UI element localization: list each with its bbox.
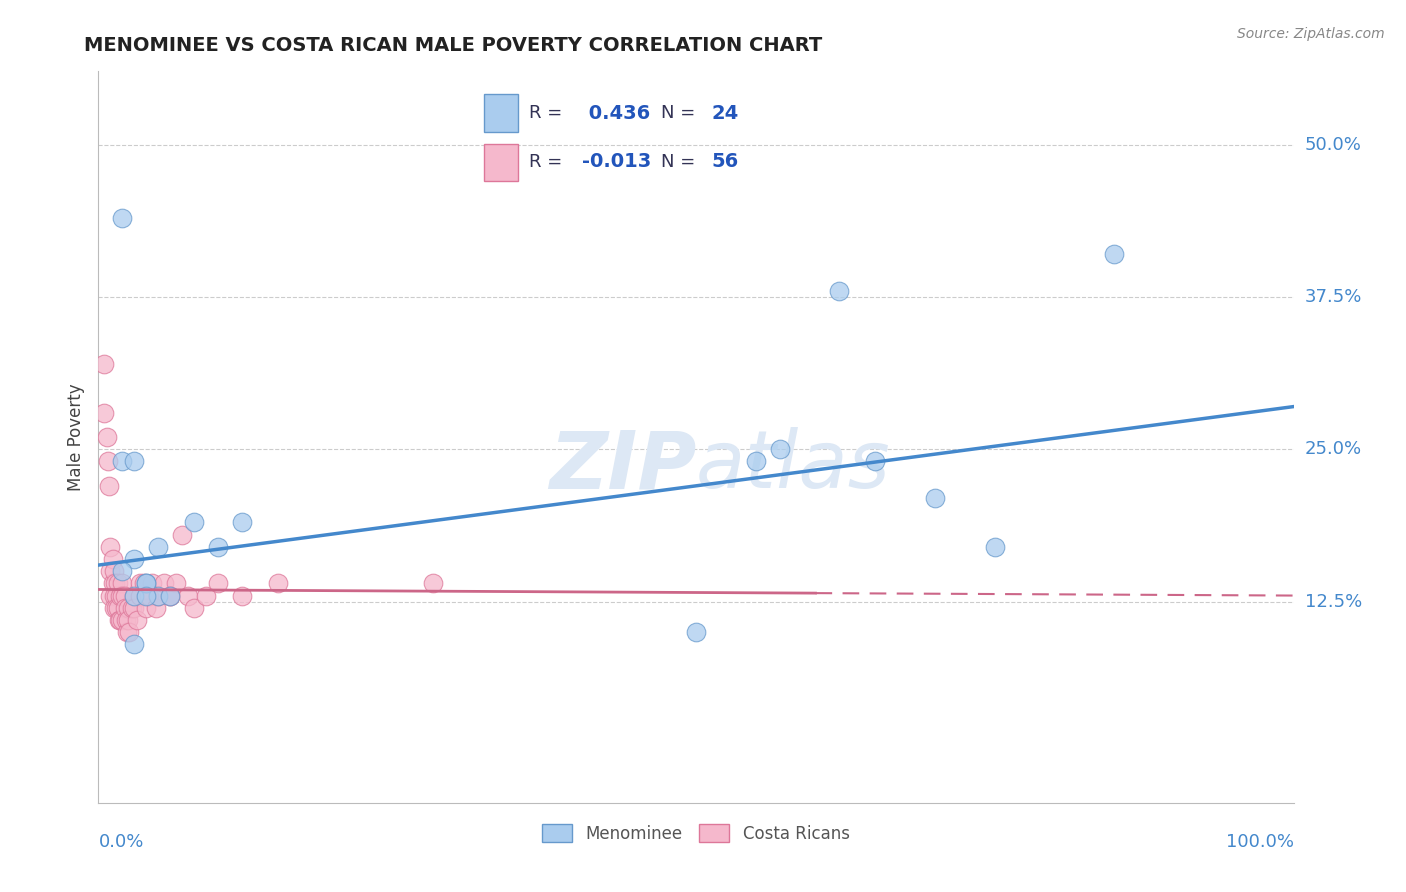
Point [115,613,138,627]
Point [148,589,170,603]
Point [105,589,128,603]
Point [159,589,181,603]
Point [828,284,851,298]
Point [685,625,707,640]
Point [93,357,115,371]
Point [129,589,152,603]
Point [111,613,134,627]
Point [132,576,155,591]
Point [107,613,129,627]
Point [101,576,124,591]
Point [107,576,129,591]
Text: 0.0%: 0.0% [98,833,143,851]
Point [984,540,1007,554]
Point [124,589,146,603]
Text: 25.0%: 25.0% [1305,441,1362,458]
Point [125,613,148,627]
Point [103,564,125,578]
Point [124,552,146,566]
Point [98,479,121,493]
Point [207,540,229,554]
Point [135,589,157,603]
Point [117,613,139,627]
Point [121,600,143,615]
Point [93,406,115,420]
Point [159,589,181,603]
Point [165,576,187,591]
Point [207,576,229,591]
Point [924,491,946,505]
Point [103,589,125,603]
Point [195,589,218,603]
Text: 12.5%: 12.5% [1305,592,1362,611]
Point [231,516,253,530]
Point [183,600,205,615]
Point [159,589,181,603]
Point [114,600,136,615]
Point [111,576,134,591]
Point [231,589,253,603]
Point [117,600,139,615]
Text: MENOMINEE VS COSTA RICAN MALE POVERTY CORRELATION CHART: MENOMINEE VS COSTA RICAN MALE POVERTY CO… [84,36,823,54]
Point [422,576,444,591]
Point [97,454,120,468]
Text: Source: ZipAtlas.com: Source: ZipAtlas.com [1237,27,1385,41]
Point [111,564,134,578]
Point [768,442,790,457]
Point [111,589,134,603]
Point [111,211,134,225]
Point [135,576,157,591]
Point [118,625,141,640]
Point [129,576,152,591]
Point [148,589,170,603]
Point [135,576,157,591]
Point [104,576,127,591]
Point [135,589,157,603]
Text: 100.0%: 100.0% [1226,833,1294,851]
Point [141,576,163,591]
Point [267,576,290,591]
Point [135,600,157,615]
Point [115,625,138,640]
Text: atlas: atlas [696,427,891,506]
Point [183,516,205,530]
Point [103,600,125,615]
Point [105,600,128,615]
Point [98,589,122,603]
Point [107,600,129,615]
Point [98,564,122,578]
Point [124,637,146,651]
Point [101,552,124,566]
Point [745,454,768,468]
Text: 50.0%: 50.0% [1305,136,1361,153]
Point [124,454,146,468]
Y-axis label: Male Poverty: Male Poverty [67,384,86,491]
Point [148,540,170,554]
Point [124,589,146,603]
Point [124,600,146,615]
Point [153,576,176,591]
Point [865,454,887,468]
Point [108,613,131,627]
Point [145,600,167,615]
Point [98,540,122,554]
Point [177,589,200,603]
Point [114,589,136,603]
Point [172,527,194,541]
Text: 37.5%: 37.5% [1305,288,1362,306]
Point [96,430,118,444]
Legend: Menominee, Costa Ricans: Menominee, Costa Ricans [536,818,856,849]
Point [111,454,134,468]
Point [1104,247,1126,261]
Point [138,589,160,603]
Text: ZIP: ZIP [548,427,696,506]
Point [108,589,131,603]
